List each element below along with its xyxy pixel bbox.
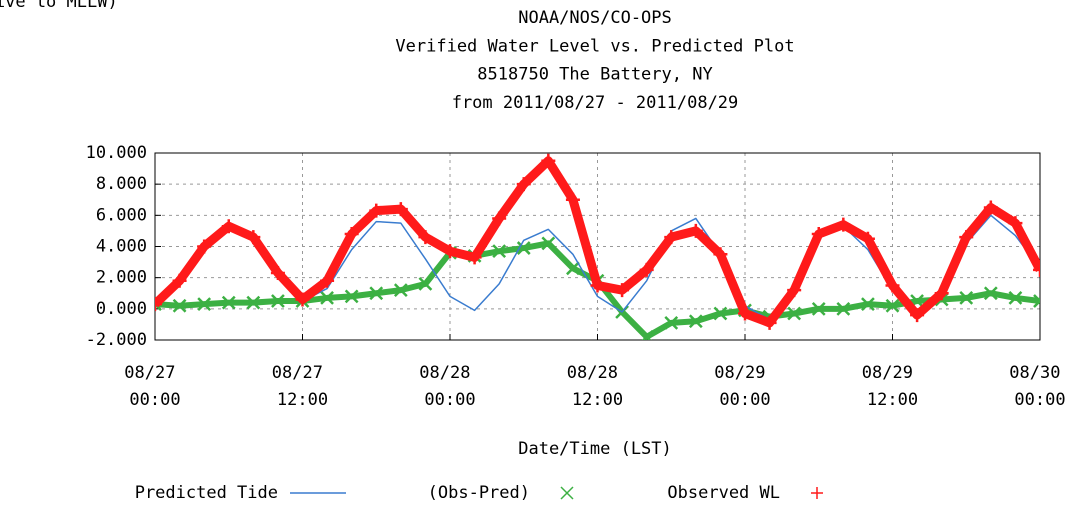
x-tick-label: 08/27 12:00 bbox=[272, 363, 333, 410]
data-point bbox=[566, 261, 580, 276]
data-point bbox=[172, 273, 187, 288]
data-point bbox=[615, 283, 630, 298]
y-tick-label: 10.000 bbox=[86, 143, 147, 163]
data-point bbox=[246, 295, 261, 310]
data-point bbox=[811, 301, 826, 316]
chart-title: 8518750 The Battery, NY bbox=[477, 65, 712, 85]
data-point bbox=[811, 227, 826, 242]
data-point bbox=[320, 273, 335, 288]
data-point bbox=[959, 291, 974, 305]
data-point bbox=[664, 315, 679, 330]
data-point bbox=[516, 177, 531, 192]
data-point bbox=[197, 297, 212, 312]
data-point bbox=[885, 278, 900, 293]
data-point bbox=[1008, 216, 1023, 231]
data-point bbox=[861, 297, 875, 312]
data-point bbox=[516, 241, 531, 255]
data-point bbox=[713, 247, 728, 262]
data-point bbox=[443, 244, 457, 259]
x-tick-label: 08/29 12:00 bbox=[862, 363, 923, 410]
data-point bbox=[393, 283, 408, 298]
x-tick-label: 08/29 00:00 bbox=[714, 363, 775, 410]
data-point bbox=[688, 223, 703, 238]
data-point bbox=[271, 294, 285, 308]
data-point bbox=[246, 230, 261, 245]
legend-swatch bbox=[811, 487, 823, 499]
legend-label: Predicted Tide bbox=[135, 483, 278, 503]
chart-title: from 2011/08/27 - 2011/08/29 bbox=[452, 93, 739, 113]
legend-label: Observed WL bbox=[667, 483, 780, 503]
data-point bbox=[344, 289, 359, 304]
data-point bbox=[492, 211, 507, 226]
data-point bbox=[787, 283, 802, 298]
data-point bbox=[836, 217, 851, 232]
chart-title: NOAA/NOS/CO-OPS bbox=[518, 8, 672, 28]
y-tick-label: 4.000 bbox=[96, 237, 147, 257]
data-point bbox=[467, 250, 482, 265]
data-point bbox=[639, 262, 654, 277]
data-point bbox=[320, 291, 334, 305]
y-tick-label: 8.000 bbox=[96, 174, 147, 194]
data-point bbox=[295, 292, 310, 307]
y-tick-label: 2.000 bbox=[96, 268, 147, 288]
chart-title: Verified Water Level vs. Predicted Plot bbox=[395, 36, 794, 56]
data-point bbox=[172, 298, 187, 313]
data-point bbox=[541, 153, 556, 168]
data-point bbox=[1008, 291, 1023, 305]
data-point bbox=[885, 298, 900, 313]
x-tick-label: 08/28 00:00 bbox=[419, 363, 480, 410]
y-axis-label-line: (Feet relative to MLLW) bbox=[0, 0, 118, 12]
data-point bbox=[418, 230, 433, 245]
data-point bbox=[155, 297, 162, 312]
data-point bbox=[688, 314, 703, 329]
data-point bbox=[738, 306, 752, 321]
data-point bbox=[983, 286, 998, 301]
legend-label: (Obs-Pred) bbox=[428, 483, 530, 503]
data-point bbox=[1033, 294, 1040, 308]
data-point bbox=[418, 277, 433, 291]
data-point bbox=[836, 301, 851, 316]
x-tick-label: 08/27 00:00 bbox=[124, 363, 185, 410]
data-point bbox=[197, 239, 212, 254]
data-point bbox=[983, 200, 998, 215]
x-tick-label: 08/28 12:00 bbox=[567, 363, 628, 410]
data-point bbox=[590, 278, 605, 293]
x-axis-label: Date/Time (LST) bbox=[518, 439, 672, 459]
y-tick-label: 6.000 bbox=[96, 205, 147, 225]
y-tick-label: -2.000 bbox=[86, 330, 147, 350]
plot-border bbox=[154, 152, 1041, 341]
data-point bbox=[492, 244, 507, 259]
data-point bbox=[860, 231, 875, 246]
data-point bbox=[270, 265, 285, 280]
data-point bbox=[713, 306, 728, 321]
data-point bbox=[344, 227, 359, 242]
data-point bbox=[910, 308, 925, 323]
data-point bbox=[393, 202, 408, 217]
data-point bbox=[664, 230, 679, 245]
data-point bbox=[565, 192, 580, 207]
data-point bbox=[1033, 262, 1040, 277]
data-point bbox=[787, 306, 802, 321]
data-point bbox=[959, 230, 974, 245]
legend-swatch bbox=[560, 486, 574, 500]
plot-area bbox=[155, 153, 1040, 340]
data-point bbox=[762, 315, 777, 330]
x-tick-label: 08/30 00:00 bbox=[1009, 363, 1070, 410]
data-point bbox=[639, 329, 654, 340]
data-point bbox=[369, 203, 384, 218]
data-point bbox=[541, 236, 556, 251]
data-point bbox=[934, 286, 949, 301]
y-tick-label: 0.000 bbox=[96, 299, 147, 319]
data-point bbox=[221, 219, 236, 234]
data-point bbox=[221, 295, 236, 310]
data-point bbox=[369, 286, 384, 301]
